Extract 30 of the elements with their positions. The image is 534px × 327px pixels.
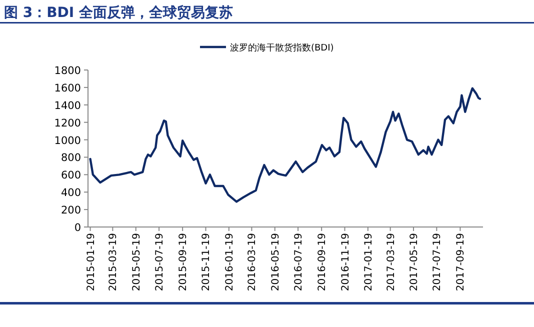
x-tick-label: 2017-01-19 [363, 233, 374, 292]
x-tick-label: 2015-09-19 [178, 233, 190, 292]
line-series [89, 87, 482, 203]
x-tick-label: 2015-07-19 [154, 233, 166, 292]
y-tick-label: 800 [60, 152, 81, 164]
x-tick-label: 2017-07-19 [432, 233, 444, 292]
y-tick-label: 200 [60, 204, 81, 217]
x-tick-label: 2015-11-19 [201, 233, 212, 292]
x-tick-label: 2015-05-19 [131, 233, 142, 292]
x-tick-label: 2016-11-19 [340, 233, 352, 292]
legend-label: 波罗的海干散货指数(BDI) [230, 42, 334, 54]
x-tick-label: 2016-01-19 [224, 233, 236, 292]
x-tick-label: 2016-03-19 [247, 233, 258, 292]
y-tick-label: 1800 [54, 65, 81, 77]
y-tick-label: 0 [74, 222, 81, 234]
y-tick-label: 1200 [54, 117, 81, 130]
x-tick-label: 2016-09-19 [317, 233, 328, 292]
x-tick-label: 2017-03-19 [386, 233, 397, 292]
x-tick-label: 2017-05-19 [408, 233, 420, 292]
x-tick-label: 2015-03-19 [108, 233, 120, 292]
x-tick-label: 2017-09-19 [456, 233, 467, 292]
chart-title: 图 3：BDI 全面反弹，全球贸易复苏 [4, 4, 233, 21]
y-tick-label: 1400 [54, 100, 81, 112]
x-tick-label: 2016-07-19 [294, 233, 305, 292]
x-tick-label: 2015-01-19 [86, 233, 97, 292]
y-tick-label: 1600 [54, 82, 81, 94]
y-tick-label: 400 [60, 187, 81, 200]
x-tick-label: 2016-05-19 [270, 233, 282, 292]
y-tick-label: 1000 [54, 134, 81, 147]
y-tick-label: 600 [60, 170, 81, 182]
